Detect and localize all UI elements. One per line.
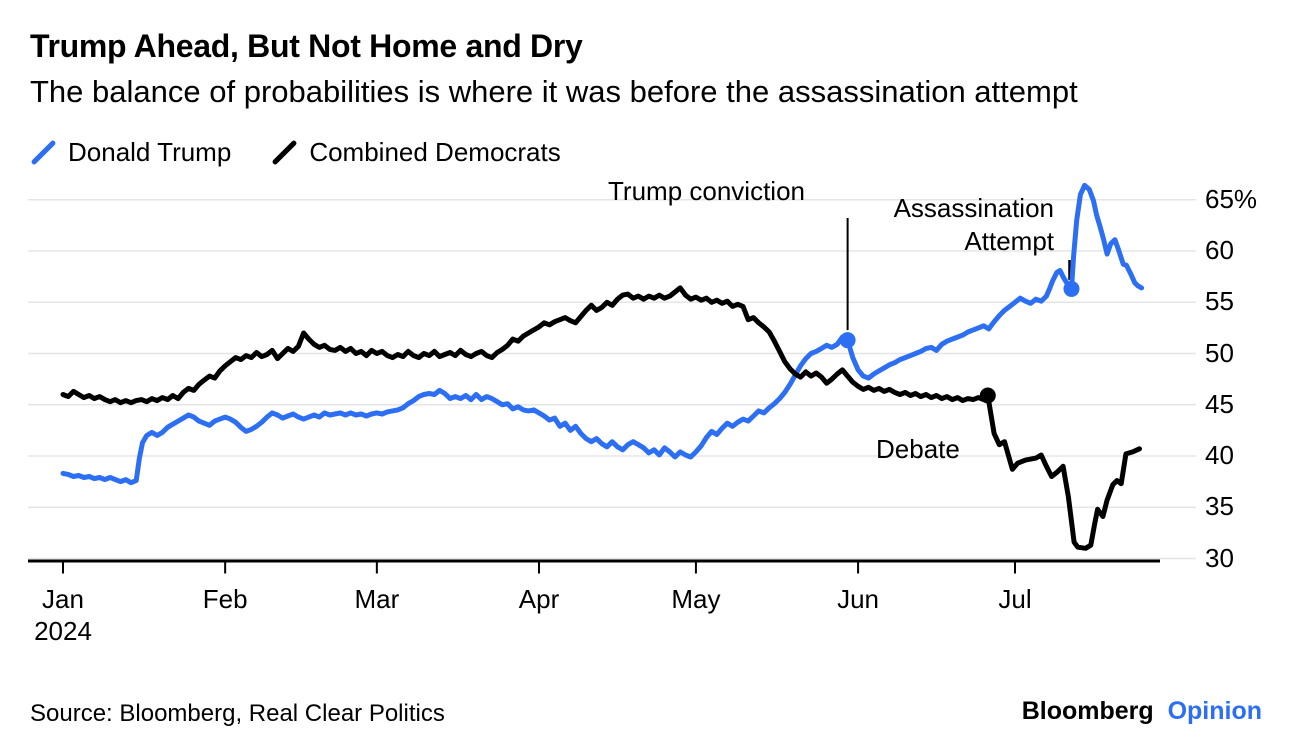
annotation-trump-conviction: Trump conviction: [608, 176, 805, 206]
x-axis-label-jan: Jan: [42, 584, 84, 614]
page-subtitle: The balance of probabilities is where it…: [30, 74, 1078, 109]
x-axis-label-jun: Jun: [837, 584, 880, 614]
legend-item-trump: Donald Trump: [30, 137, 231, 168]
logo-bloomberg: Bloomberg: [1021, 697, 1154, 725]
legend: Donald Trump Combined Democrats: [30, 137, 561, 168]
x-axis-label-jul: Jul: [998, 584, 1032, 614]
y-axis-label-60: 60: [1205, 235, 1234, 265]
trump-slash-icon: [31, 140, 56, 165]
democrats-slash-icon: [272, 140, 297, 165]
logo-opinion: Opinion: [1167, 697, 1262, 725]
annotation-assassination-attempt: Assassination Attempt: [856, 192, 1054, 258]
annotation-debate: Debate: [876, 434, 960, 464]
legend-item-democrats: Combined Democrats: [271, 137, 561, 168]
y-axis-label-50: 50: [1205, 337, 1234, 368]
x-axis-label-apr: Apr: [518, 584, 560, 614]
y-axis-label-35: 35: [1205, 491, 1234, 522]
y-axis-label-30: 30: [1205, 542, 1234, 573]
y-axis-label-40: 40: [1205, 440, 1234, 470]
bloomberg-opinion-logo: Bloomberg Opinion: [1022, 697, 1262, 726]
x-axis-label-feb: Feb: [202, 584, 248, 614]
x-axis-year-label: 2024: [34, 616, 92, 646]
x-axis-label-may: May: [671, 584, 721, 614]
legend-label-trump: Donald Trump: [68, 137, 232, 167]
conviction-marker-dot: [839, 332, 856, 349]
assassination-marker-dot: [1063, 280, 1080, 297]
page-title: Trump Ahead, But Not Home and Dry: [30, 28, 583, 64]
y-axis-label-55: 55: [1205, 286, 1234, 317]
legend-label-democrats: Combined Democrats: [309, 137, 561, 167]
donald-trump-line: [60, 182, 1145, 486]
annotation-assassination-line2: Attempt: [964, 226, 1054, 256]
y-axis-label-45: 45: [1205, 388, 1234, 419]
source-note: Source: Bloomberg, Real Clear Politics: [30, 700, 445, 727]
debate-marker-dot: [979, 387, 996, 404]
combined-democrats-line: [60, 285, 1142, 551]
y-axis-label-65: 65%: [1205, 183, 1258, 214]
annotation-assassination-line1: Assassination: [893, 193, 1054, 223]
x-axis-label-mar: Mar: [354, 584, 400, 614]
